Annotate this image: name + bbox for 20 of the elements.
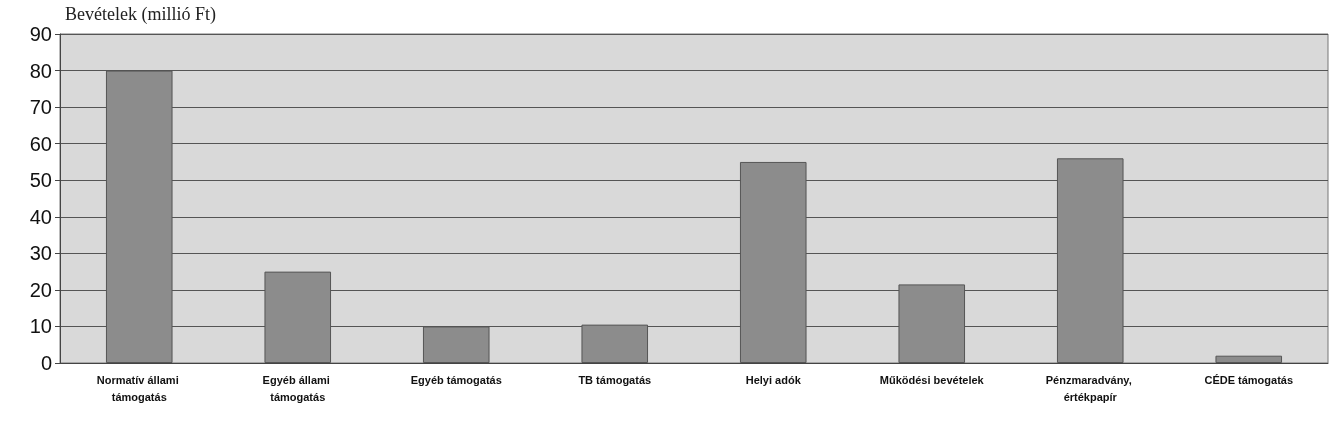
y-tick-label: 90 bbox=[29, 23, 52, 45]
x-tick-label: Egyéb állami támogatás bbox=[262, 373, 333, 403]
x-tick-label: Pénzmaradvány, értékpapír bbox=[1045, 373, 1135, 403]
x-tick-label: Helyi adók bbox=[745, 373, 802, 386]
y-tick-label: 60 bbox=[29, 132, 52, 155]
bar bbox=[1215, 355, 1283, 363]
y-tick-label: 20 bbox=[29, 278, 52, 301]
x-tick-label: CÉDE támogatás bbox=[1204, 373, 1294, 386]
y-tick-label: 50 bbox=[29, 169, 52, 192]
y-tick-label: 40 bbox=[29, 205, 52, 228]
x-tick-label: TB támogatás bbox=[578, 373, 652, 386]
x-tick-label: Működési bevételek bbox=[879, 373, 985, 386]
y-tick-label: 30 bbox=[29, 242, 52, 265]
x-tick-label: Normatív állami támogatás bbox=[96, 373, 182, 403]
y-tick-label: 10 bbox=[29, 315, 52, 338]
y-tick-label: 80 bbox=[29, 59, 52, 82]
y-tick-label: 70 bbox=[29, 96, 52, 119]
chart-title: Bevételek (millió Ft) bbox=[65, 4, 216, 25]
x-tick-label: Egyéb támogatás bbox=[410, 373, 502, 386]
y-tick-label: 0 bbox=[40, 352, 52, 374]
